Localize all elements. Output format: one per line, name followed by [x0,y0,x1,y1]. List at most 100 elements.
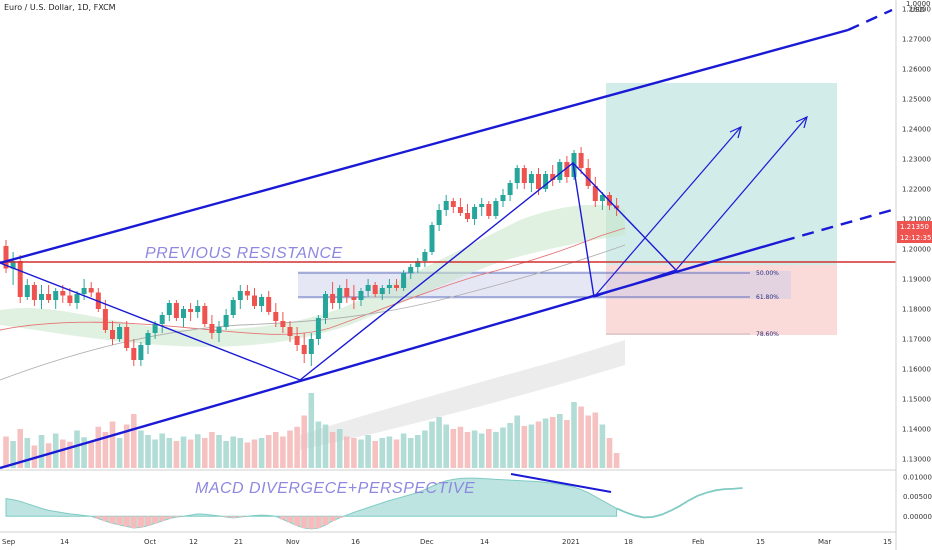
macd-axis[interactable]: 0.01000 0.00500 0.00000 [903,473,932,520]
price-tick-label: 1.17000 [902,336,931,344]
volume-bar [542,418,549,468]
volume-bar [116,438,123,468]
candle-body [493,201,499,216]
volume-bar [287,430,293,468]
channel-lower-line[interactable] [0,239,784,470]
candle-body [514,168,520,183]
macd-divergence-line [510,473,612,493]
volume-bar [223,441,229,468]
macd-negative-bar [159,516,166,521]
candle-body [252,295,257,306]
candle-body [195,306,201,312]
candle-body [521,168,527,183]
candle-body [17,261,23,297]
price-tick-label: 1.24000 [902,126,931,134]
volume-bar [159,433,165,468]
volume-bar [173,441,180,468]
candle-body [117,327,123,339]
volume-bar [535,421,542,468]
volume-bar [152,439,158,468]
volume-bar [351,438,357,468]
volume-bar [429,421,435,468]
candle-body [145,333,151,345]
volume-bar [17,429,23,468]
candle-body [422,252,428,261]
price-axis[interactable]: 1.28000 1.27000 1.26000 1.25000 1.24000 1.230… [902,6,931,464]
volume-bar [187,439,194,468]
volume-bar [209,432,215,468]
price-tick-label: 1.19000 [902,276,931,284]
volume-bar [315,421,322,468]
volume-bar [38,435,45,468]
volume-bar [294,426,300,468]
volume-bar [202,438,208,468]
volume-bar [230,436,236,468]
candle-body [358,291,364,300]
candle-body [330,294,336,303]
volume-bar [322,424,329,468]
candle-body [337,288,343,303]
candle-body [578,153,584,168]
volume-bar [3,436,9,468]
volume-bar [478,433,485,468]
volume-bar [60,439,66,468]
volume-bar [507,423,513,468]
candle-body [450,201,456,207]
candle-body [3,246,9,269]
candle-body [60,291,66,296]
macd-negative-bar [130,516,137,529]
price-tick-label: 1.16000 [902,366,931,374]
time-tick-label: 15 [756,538,765,546]
volume-bar [549,417,556,468]
candle-body [152,324,158,333]
volume-bar [606,438,613,468]
candle-body [315,318,321,339]
price-tick-label: 1.18000 [902,306,931,314]
ema-ribbon [0,204,625,347]
volume-bar [386,436,393,468]
price-tick-label: 1.20000 [902,246,931,254]
volume-bar [571,402,577,468]
candle-body [110,330,115,339]
volume-bar [528,424,535,468]
volume-bar [24,438,31,468]
candle-body [415,261,421,267]
candle-body [365,285,371,291]
candle-body [181,309,186,318]
volume-bar [31,445,38,468]
volume-bar [180,436,187,468]
volume-bar [194,434,201,468]
candle-body [67,295,73,303]
candle-body [81,288,87,294]
volume-bar [521,426,528,468]
candle-body [237,291,243,300]
candle-body [273,312,279,321]
volume-bar [74,430,80,468]
volume-bar [415,435,421,468]
volume-bar [592,412,599,468]
volume-bar [443,424,449,468]
macd-negative-bar [166,516,173,519]
channel-upper-line[interactable] [0,28,849,265]
volume-bar [450,429,457,468]
macd-histogram [5,477,618,530]
candle-body [394,285,399,288]
volume-bars [3,393,620,468]
candle-body [159,315,165,324]
time-tick-label: 21 [234,538,243,546]
volume-bar [280,436,286,468]
price-tick-label: 1.27000 [902,36,931,44]
candle-body [10,261,16,269]
candle-body [166,303,172,315]
price-tick-label: 1.26000 [902,66,931,74]
macd-negative-bar [237,516,244,518]
volume-bar [216,435,222,468]
volume-bar [464,432,471,468]
time-axis[interactable]: Sep 14 Oct 12 21 Nov 16 Dec 14 2021 18 Feb 15 Mar 15 [2,538,892,546]
macd-tick-label: 0.00000 [903,513,932,521]
macd-negative-bar [308,516,315,529]
volume-bar [273,432,279,468]
macd-tick-label: 0.00500 [903,493,932,501]
